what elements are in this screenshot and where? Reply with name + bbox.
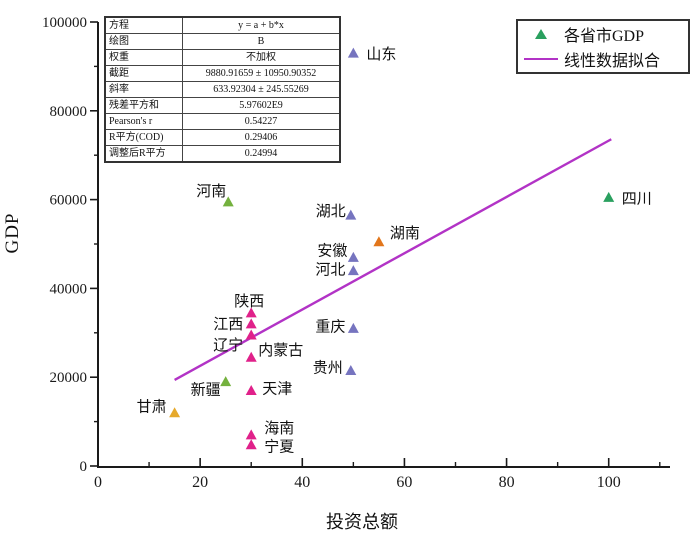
data-point-marker-四川 <box>603 191 615 202</box>
data-point-label-内蒙古: 内蒙古 <box>258 342 303 359</box>
data-point-label-安徽: 安徽 <box>317 242 347 259</box>
stats-row: R平方(COD) 0.29406 <box>104 129 341 146</box>
y-tick-label: 40000 <box>50 281 88 297</box>
data-point-label-湖北: 湖北 <box>316 203 346 220</box>
stats-label: 截距 <box>104 65 183 82</box>
data-point-label-甘肃: 甘肃 <box>137 399 167 416</box>
legend-line-icon <box>524 57 558 61</box>
data-point-marker-宁夏 <box>245 439 257 450</box>
stats-row: 方程 y = a + b*x <box>104 16 341 34</box>
stats-row: 权重 不加权 <box>104 49 341 66</box>
y-axis-title: GDP <box>2 212 23 254</box>
data-point-marker-重庆 <box>347 322 359 333</box>
linear-fit-line <box>174 138 612 381</box>
stats-value: 5.97602E9 <box>182 97 341 114</box>
legend-box: 各省市GDP 线性数据拟合 <box>516 19 690 74</box>
x-tick-label: 0 <box>94 474 102 491</box>
stats-label: Pearson's r <box>104 113 183 130</box>
y-tick-label: 100000 <box>42 15 87 31</box>
data-point-marker-河北 <box>347 265 359 276</box>
stats-label: 绘图 <box>104 33 183 50</box>
stats-label: 权重 <box>104 49 183 66</box>
y-tick-label: 20000 <box>50 370 88 386</box>
data-point-label-山东: 山东 <box>366 46 396 63</box>
data-point-marker-山东 <box>347 47 359 58</box>
legend-triangle-icon <box>535 29 547 39</box>
data-point-label-天津: 天津 <box>262 381 292 398</box>
stats-value: 0.54227 <box>182 113 341 130</box>
legend-item-points: 各省市GDP <box>518 23 688 45</box>
y-tick-label: 80000 <box>50 104 88 120</box>
data-point-label-重庆: 重庆 <box>315 318 345 335</box>
stats-value: 0.24994 <box>182 145 341 163</box>
data-point-label-河南: 河南 <box>196 183 226 200</box>
stats-label: 斜率 <box>104 81 183 98</box>
stats-value: 0.29406 <box>182 129 341 146</box>
data-point-marker-湖南 <box>373 236 385 247</box>
x-tick-label: 60 <box>396 474 412 491</box>
stats-row: 调整后R平方 0.24994 <box>104 145 341 163</box>
stats-row: Pearson's r 0.54227 <box>104 113 341 130</box>
legend-label-fit: 线性数据拟合 <box>564 53 661 70</box>
data-point-label-江西: 江西 <box>213 316 243 333</box>
x-tick-label: 80 <box>499 474 515 491</box>
data-point-label-湖南: 湖南 <box>390 225 420 242</box>
data-point-label-辽宁: 辽宁 <box>213 337 243 354</box>
regression-stats-table: 方程 y = a + b*x 绘图 B 权重 不加权 截距 9880.91659 ± 1095… <box>104 16 341 163</box>
data-point-label-新疆: 新疆 <box>191 382 221 399</box>
data-point-label-四川: 四川 <box>622 191 652 207</box>
x-axis-title: 投资总额 <box>326 512 398 532</box>
stats-value: y = a + b*x <box>182 16 341 34</box>
data-point-marker-贵州 <box>345 365 357 376</box>
x-tick-label: 40 <box>294 474 310 491</box>
data-point-marker-甘肃 <box>169 407 181 418</box>
data-point-marker-河南 <box>222 196 234 207</box>
data-point-label-陕西: 陕西 <box>234 293 264 310</box>
legend-label-gdp: 各省市GDP <box>564 28 645 45</box>
stats-value: 不加权 <box>182 49 341 66</box>
data-point-label-海南: 海南 <box>264 420 294 437</box>
y-tick-label: 0 <box>80 459 88 475</box>
data-point-marker-陕西 <box>245 307 257 318</box>
data-point-label-贵州: 贵州 <box>313 360 343 377</box>
data-point-marker-湖北 <box>345 209 357 220</box>
y-tick-label: 60000 <box>50 193 88 209</box>
data-point-label-宁夏: 宁夏 <box>264 439 294 456</box>
data-point-marker-安徽 <box>347 251 359 262</box>
x-tick-label: 100 <box>597 474 621 491</box>
stats-label: 调整后R平方 <box>104 145 183 163</box>
stats-label: 方程 <box>104 16 183 34</box>
stats-value: B <box>182 33 341 50</box>
stats-value: 633.92304 ± 245.55269 <box>182 81 341 98</box>
legend-item-fit: 线性数据拟合 <box>518 48 688 70</box>
stats-row: 绘图 B <box>104 33 341 50</box>
data-point-marker-内蒙古 <box>245 351 257 362</box>
stats-row: 截距 9880.91659 ± 10950.90352 <box>104 65 341 82</box>
data-point-marker-辽宁 <box>245 329 257 340</box>
stats-row: 残差平方和 5.97602E9 <box>104 97 341 114</box>
stats-label: R平方(COD) <box>104 129 183 146</box>
data-point-marker-江西 <box>245 318 257 329</box>
stats-label: 残差平方和 <box>104 97 183 114</box>
data-point-marker-海南 <box>245 429 257 440</box>
stats-row: 斜率 633.92304 ± 245.55269 <box>104 81 341 98</box>
data-point-label-河北: 河北 <box>315 262 345 279</box>
stats-value: 9880.91659 ± 10950.90352 <box>182 65 341 82</box>
data-point-marker-天津 <box>245 385 257 396</box>
data-point-marker-新疆 <box>220 376 232 387</box>
x-tick-label: 20 <box>192 474 208 491</box>
